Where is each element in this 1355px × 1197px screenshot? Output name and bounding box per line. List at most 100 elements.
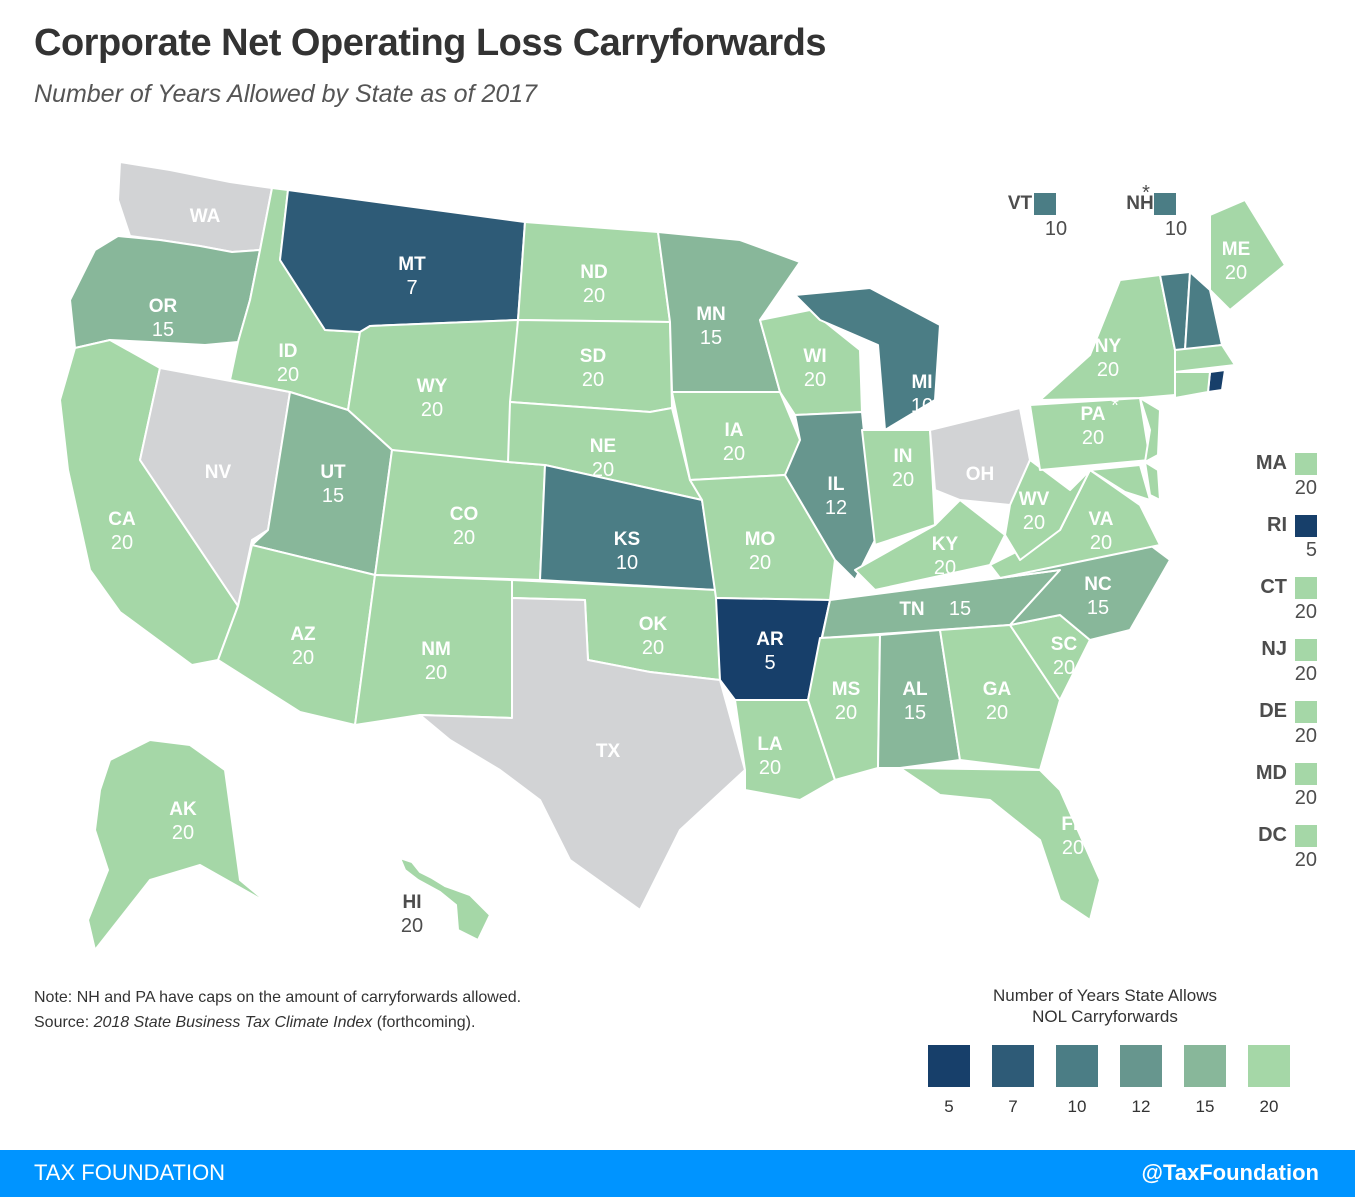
side-callout-label: DC [1258, 824, 1287, 846]
state-label-ut: UT [320, 462, 346, 483]
legend: Number of Years State Allows NOL Carryfo… [920, 985, 1290, 1117]
state-TX[interactable] [419, 597, 746, 911]
state-value-me: 20 [1225, 262, 1247, 284]
state-mark-pa: * [1111, 395, 1119, 417]
callout-value-nh: 10 [1165, 218, 1187, 240]
state-value-mt: 7 [406, 277, 417, 299]
state-label-ca: CA [108, 509, 136, 530]
state-value-ms: 20 [835, 702, 857, 724]
state-value-hi: 20 [401, 915, 423, 937]
state-value-ny: 20 [1097, 359, 1119, 381]
side-callout-value: 20 [1294, 601, 1317, 623]
state-label-ny: NY [1095, 336, 1122, 357]
state-FL[interactable] [899, 767, 1101, 921]
side-callout-label: CT [1260, 576, 1287, 598]
side-callout-value: 20 [1294, 787, 1317, 809]
state-label-wy: WY [417, 376, 448, 397]
state-label-ia: IA [725, 420, 744, 441]
state-label-mn: MN [696, 304, 726, 325]
legend-title-line1: Number of Years State Allows [993, 986, 1217, 1005]
footer-bar: TAX FOUNDATION @TaxFoundation [0, 1150, 1355, 1197]
state-CA[interactable] [59, 339, 239, 666]
state-OH[interactable] [929, 407, 1031, 506]
state-value-az: 20 [292, 647, 314, 669]
side-callout-value: 20 [1294, 477, 1317, 499]
state-label-az: AZ [290, 624, 316, 645]
state-label-me: ME [1222, 239, 1251, 260]
state-HI[interactable] [399, 857, 491, 941]
state-CT[interactable] [1174, 371, 1211, 399]
state-value-nd: 20 [583, 285, 605, 307]
footer-handle[interactable]: @TaxFoundation [1141, 1160, 1319, 1185]
legend-value: 5 [944, 1097, 954, 1116]
side-callout-swatch [1295, 452, 1317, 475]
state-value-la: 20 [759, 757, 781, 779]
state-NJ[interactable] [1139, 397, 1161, 463]
state-value-ca: 20 [111, 532, 133, 554]
state-value-mi: 10 [911, 395, 933, 417]
state-value-wy: 20 [421, 399, 443, 421]
callout-swatch-nh [1154, 193, 1176, 215]
state-value-nc: 15 [1087, 597, 1109, 619]
state-value-al: 15 [904, 702, 926, 724]
state-label-oh: OH [966, 464, 995, 485]
state-value-ia: 20 [723, 443, 745, 465]
state-label-ms: MS [832, 679, 861, 700]
legend-item-15: 15 [1184, 1045, 1226, 1117]
legend-swatch [1056, 1045, 1098, 1087]
state-MA[interactable] [1174, 344, 1236, 373]
state-label-hi: HI [403, 892, 422, 913]
state-label-in: IN [894, 446, 913, 467]
state-label-nv: NV [205, 462, 232, 483]
state-value-tn: 15 [949, 598, 971, 620]
state-value-or: 15 [152, 319, 174, 341]
side-callout-swatch [1295, 576, 1317, 599]
state-label-wa: WA [190, 206, 221, 227]
side-callout-swatch [1295, 824, 1317, 847]
footer-brand: TAX FOUNDATION [34, 1160, 226, 1185]
side-callout-de: DE 20 [1259, 700, 1317, 748]
state-label-va: VA [1089, 509, 1114, 530]
state-label-ky: KY [932, 534, 959, 555]
note-line: Note: NH and PA have caps on the amount … [34, 989, 522, 1006]
legend-swatch [1248, 1045, 1290, 1087]
source-prefix: Source: [34, 1014, 94, 1031]
state-AK[interactable] [87, 739, 301, 951]
state-label-mi: MI [911, 372, 932, 393]
state-MI[interactable] [794, 287, 941, 431]
state-ME[interactable] [1209, 199, 1286, 311]
state-label-ne: NE [590, 436, 616, 457]
state-value-ak: 20 [172, 822, 194, 844]
state-MD[interactable] [1069, 464, 1151, 501]
state-label-mo: MO [745, 529, 776, 550]
state-label-la: LA [757, 734, 783, 755]
side-callout-value: 20 [1294, 725, 1317, 747]
state-label-sc: SC [1051, 634, 1078, 655]
side-callout-value: 5 [1305, 539, 1317, 561]
state-AL[interactable] [877, 629, 961, 769]
legend-item-7: 7 [992, 1045, 1034, 1117]
state-value-ut: 15 [322, 485, 344, 507]
state-value-sc: 20 [1053, 657, 1075, 679]
state-label-fl: FL [1061, 814, 1085, 835]
side-callout-ct: CT 20 [1260, 576, 1317, 624]
state-label-wi: WI [803, 346, 826, 367]
callout-label-nh: NH [1126, 193, 1153, 214]
legend-swatch [1120, 1045, 1162, 1087]
legend-boxes: 5 7 10 12 15 20 [928, 1045, 1290, 1117]
state-value-id: 20 [277, 364, 299, 386]
state-value-il: 12 [825, 497, 847, 519]
state-DE[interactable] [1144, 461, 1161, 501]
side-callout-swatch [1295, 514, 1317, 537]
side-callout-swatch [1295, 700, 1317, 723]
state-value-ok: 20 [642, 637, 664, 659]
side-callout-swatch [1295, 638, 1317, 661]
side-callout-value: 20 [1294, 849, 1317, 871]
state-label-tn: TN [899, 599, 924, 620]
state-GA[interactable] [939, 624, 1061, 771]
state-value-ne: 20 [592, 459, 614, 481]
state-WV[interactable] [1004, 459, 1091, 561]
callout-mark-nh: * [1142, 182, 1150, 204]
state-OR[interactable] [69, 235, 261, 349]
side-callout-nj: NJ 20 [1261, 638, 1317, 686]
